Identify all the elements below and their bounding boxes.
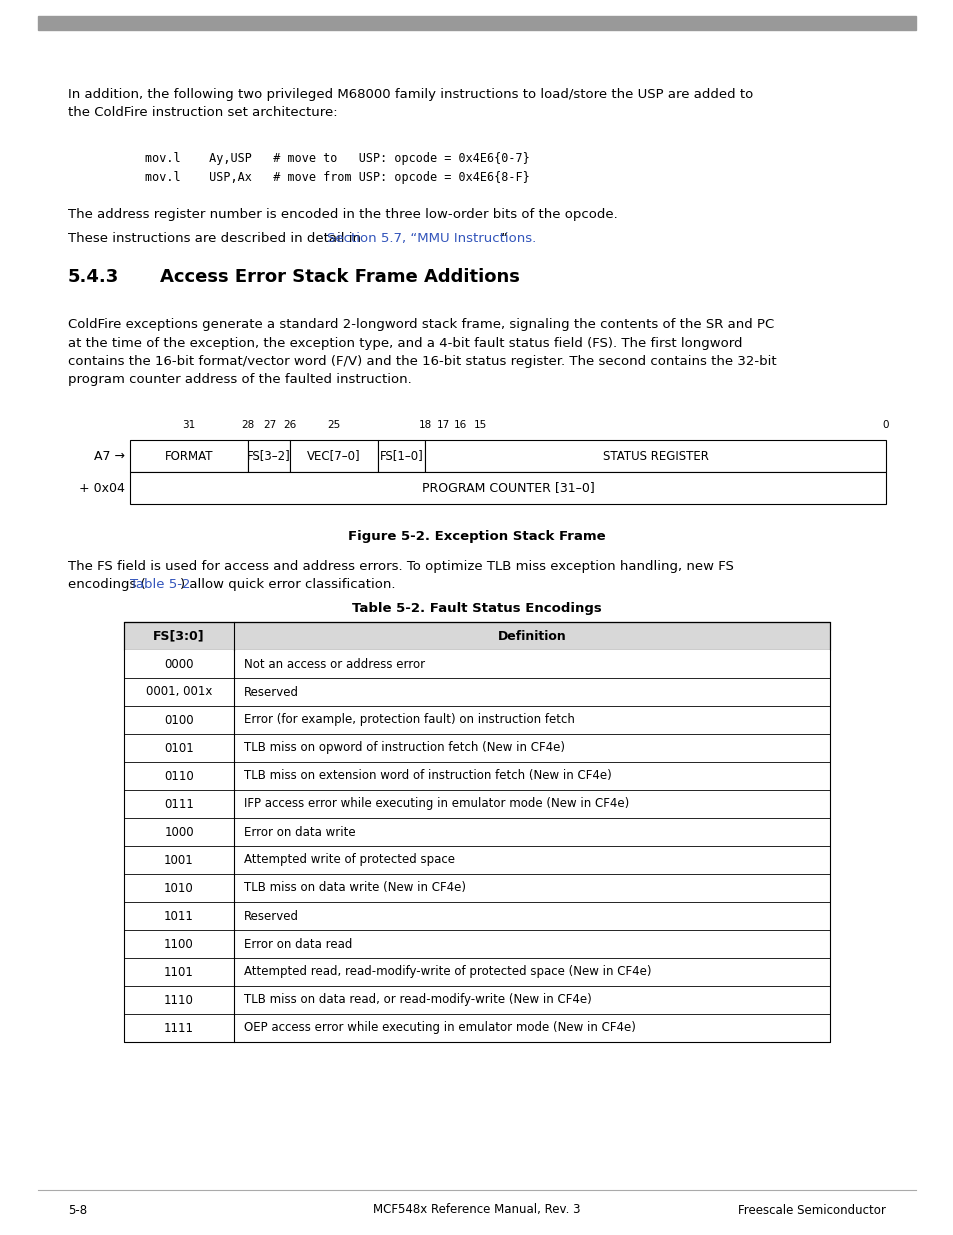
Text: The FS field is used for access and address errors. To optimize TLB miss excepti: The FS field is used for access and addr… <box>68 559 733 573</box>
Text: 5.4.3: 5.4.3 <box>68 268 119 287</box>
Text: encodings (: encodings ( <box>68 578 146 592</box>
Text: 0: 0 <box>882 420 888 430</box>
Text: Attempted write of protected space: Attempted write of protected space <box>244 853 455 867</box>
Text: 26: 26 <box>283 420 296 430</box>
Text: 15: 15 <box>473 420 486 430</box>
Text: PROGRAM COUNTER [31–0]: PROGRAM COUNTER [31–0] <box>421 482 594 494</box>
Bar <box>124 902 829 930</box>
Text: VEC[7–0]: VEC[7–0] <box>307 450 360 462</box>
Text: 31: 31 <box>182 420 195 430</box>
Text: STATUS REGISTER: STATUS REGISTER <box>602 450 708 462</box>
Bar <box>124 650 829 678</box>
Text: Definition: Definition <box>497 630 566 642</box>
Text: TLB miss on data write (New in CF4e): TLB miss on data write (New in CF4e) <box>244 882 465 894</box>
Bar <box>38 16 915 30</box>
Text: ) allow quick error classification.: ) allow quick error classification. <box>180 578 395 592</box>
Bar <box>124 622 829 650</box>
Bar <box>130 440 248 472</box>
Text: MCF548x Reference Manual, Rev. 3: MCF548x Reference Manual, Rev. 3 <box>373 1203 580 1216</box>
Bar <box>124 818 829 846</box>
Text: IFP access error while executing in emulator mode (New in CF4e): IFP access error while executing in emul… <box>244 798 629 810</box>
Text: 16: 16 <box>453 420 466 430</box>
Text: These instructions are described in detail in: These instructions are described in deta… <box>68 232 365 245</box>
Text: FS[3:0]: FS[3:0] <box>153 630 205 642</box>
Bar <box>424 440 885 472</box>
Text: Figure 5-2. Exception Stack Frame: Figure 5-2. Exception Stack Frame <box>348 530 605 543</box>
Text: 0001, 001x: 0001, 001x <box>146 685 212 699</box>
Text: 1001: 1001 <box>164 853 193 867</box>
Text: Error on data write: Error on data write <box>244 825 355 839</box>
Text: TLB miss on extension word of instruction fetch (New in CF4e): TLB miss on extension word of instructio… <box>244 769 611 783</box>
Text: 1000: 1000 <box>164 825 193 839</box>
Text: ColdFire exceptions generate a standard 2-longword stack frame, signaling the co: ColdFire exceptions generate a standard … <box>68 317 776 387</box>
Text: 0111: 0111 <box>164 798 193 810</box>
Bar <box>124 874 829 902</box>
Text: The address register number is encoded in the three low-order bits of the opcode: The address register number is encoded i… <box>68 207 618 221</box>
Text: FORMAT: FORMAT <box>165 450 213 462</box>
Text: 1110: 1110 <box>164 993 193 1007</box>
Bar <box>290 440 377 472</box>
Text: mov.l    Ay,USP   # move to   USP: opcode = 0x4E6{0-7}: mov.l Ay,USP # move to USP: opcode = 0x4… <box>145 152 529 165</box>
Bar <box>124 790 829 818</box>
Text: OEP access error while executing in emulator mode (New in CF4e): OEP access error while executing in emul… <box>244 1021 636 1035</box>
Text: 1100: 1100 <box>164 937 193 951</box>
Bar <box>124 986 829 1014</box>
Text: FS[1–0]: FS[1–0] <box>379 450 423 462</box>
Text: 18: 18 <box>418 420 431 430</box>
Text: TLB miss on data read, or read-modify-write (New in CF4e): TLB miss on data read, or read-modify-wr… <box>244 993 591 1007</box>
Bar <box>124 846 829 874</box>
Text: Table 5-2. Fault Status Encodings: Table 5-2. Fault Status Encodings <box>352 601 601 615</box>
Text: Reserved: Reserved <box>244 909 298 923</box>
Text: 0110: 0110 <box>164 769 193 783</box>
Text: In addition, the following two privileged M68000 family instructions to load/sto: In addition, the following two privilege… <box>68 88 753 120</box>
Text: Access Error Stack Frame Additions: Access Error Stack Frame Additions <box>160 268 519 287</box>
Text: Attempted read, read-modify-write of protected space (New in CF4e): Attempted read, read-modify-write of pro… <box>244 966 651 978</box>
Text: 28: 28 <box>241 420 254 430</box>
Text: 0101: 0101 <box>164 741 193 755</box>
Text: 5-8: 5-8 <box>68 1203 87 1216</box>
Bar <box>124 930 829 958</box>
Text: mov.l    USP,Ax   # move from USP: opcode = 0x4E6{8-F}: mov.l USP,Ax # move from USP: opcode = 0… <box>145 170 529 184</box>
Text: 1010: 1010 <box>164 882 193 894</box>
Text: Error (for example, protection fault) on instruction fetch: Error (for example, protection fault) on… <box>244 714 575 726</box>
Bar <box>124 958 829 986</box>
Bar <box>124 622 829 1042</box>
Text: FS[3–2]: FS[3–2] <box>247 450 291 462</box>
Text: 25: 25 <box>327 420 340 430</box>
Text: Not an access or address error: Not an access or address error <box>244 657 425 671</box>
Bar <box>248 440 290 472</box>
Text: + 0x04: + 0x04 <box>79 482 125 494</box>
Bar <box>124 678 829 706</box>
Bar <box>124 706 829 734</box>
Text: 0000: 0000 <box>164 657 193 671</box>
Text: Table 5-2: Table 5-2 <box>130 578 190 592</box>
Text: Section 5.7, “MMU Instructions.: Section 5.7, “MMU Instructions. <box>326 232 536 245</box>
Text: 1101: 1101 <box>164 966 193 978</box>
Text: 27: 27 <box>263 420 276 430</box>
Bar <box>130 472 885 504</box>
Text: A7 →: A7 → <box>94 450 125 462</box>
Text: Freescale Semiconductor: Freescale Semiconductor <box>738 1203 885 1216</box>
Text: Error on data read: Error on data read <box>244 937 352 951</box>
Text: 0100: 0100 <box>164 714 193 726</box>
Text: 1111: 1111 <box>164 1021 193 1035</box>
Bar <box>124 762 829 790</box>
Text: 17: 17 <box>436 420 449 430</box>
Bar <box>124 1014 829 1042</box>
Text: 1011: 1011 <box>164 909 193 923</box>
Text: Reserved: Reserved <box>244 685 298 699</box>
Bar <box>377 440 424 472</box>
Text: TLB miss on opword of instruction fetch (New in CF4e): TLB miss on opword of instruction fetch … <box>244 741 564 755</box>
Bar <box>124 734 829 762</box>
Text: ”: ” <box>500 232 507 245</box>
